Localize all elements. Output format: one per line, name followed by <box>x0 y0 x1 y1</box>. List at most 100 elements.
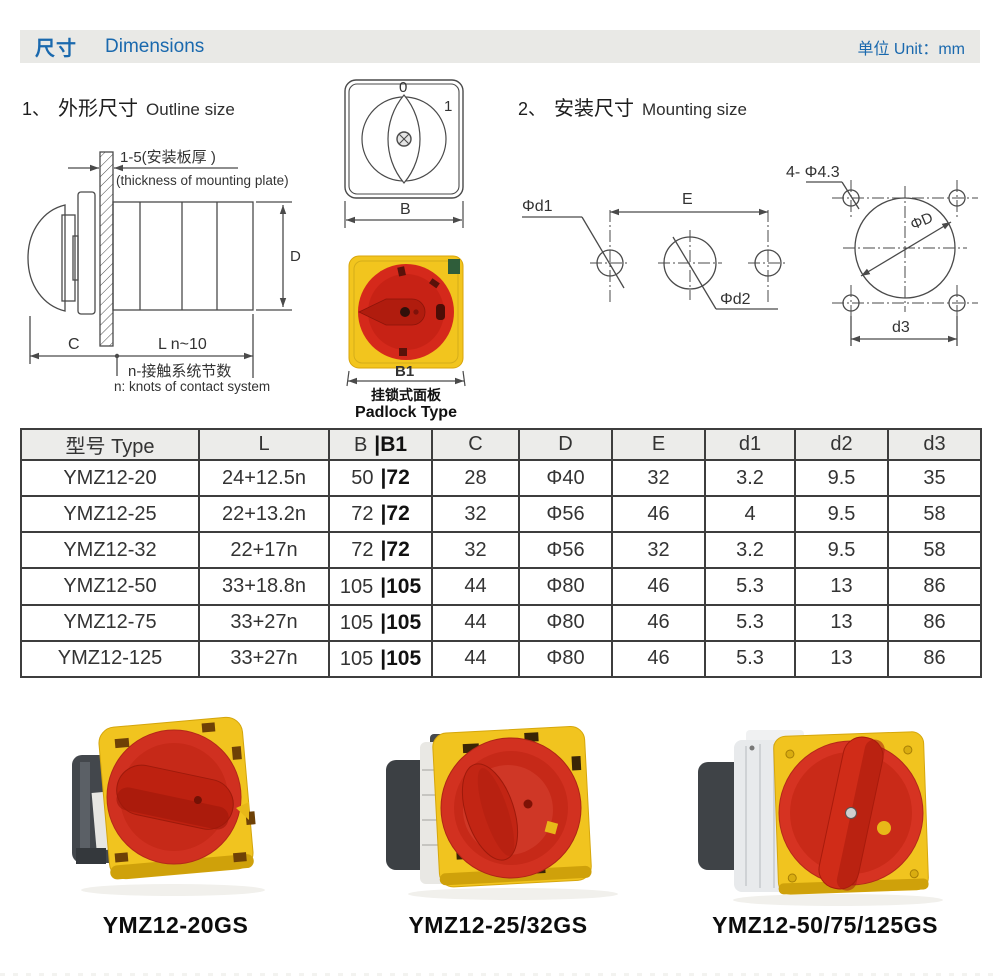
header-bar: 尺寸 Dimensions 单位 Unit：mm <box>20 30 980 63</box>
cell-d2: 9.5 <box>794 531 889 570</box>
cell-d1: 5.3 <box>704 567 796 606</box>
cell-d1: 3.2 <box>704 531 796 570</box>
table-row: YMZ12-25 22+13.2n 72 |72 32 Φ56 46 4 9.5 … <box>20 495 982 534</box>
product-label-1: YMZ12-20GS <box>102 912 249 938</box>
cell-b-b1: 72 |72 <box>328 531 433 570</box>
b-separator: | <box>380 538 387 562</box>
cell-d2: 9.5 <box>794 495 889 534</box>
dim-label-b1: B1 <box>395 363 414 380</box>
page-title-zh: 尺寸 <box>35 38 77 60</box>
cell-d1: 5.3 <box>704 603 796 642</box>
section-title-outline: 1、 外形尺寸 Outline size <box>22 92 235 121</box>
cell-type: YMZ12-50 <box>20 567 200 606</box>
cell-type: YMZ12-25 <box>20 495 200 534</box>
unit-label: 单位 Unit：mm <box>857 40 965 58</box>
cell-b: 50 <box>351 467 374 490</box>
table-row: YMZ12-50 33+18.8n 105 |105 44 Φ80 46 5.3 … <box>20 567 982 606</box>
cell-b1: 105 <box>386 646 422 670</box>
cell-l: 22+13.2n <box>198 495 330 534</box>
b-separator: | <box>374 432 381 456</box>
cell-e: 32 <box>611 458 706 498</box>
section-title-zh: 安装尺寸 <box>554 98 635 120</box>
cell-b1: 72 <box>386 538 410 562</box>
switch-position-0: 0 <box>399 79 407 96</box>
cell-d: Φ80 <box>518 603 613 642</box>
cell-d2: 13 <box>794 639 889 679</box>
cell-l: 33+18.8n <box>198 567 330 606</box>
dim-label-l: L n~10 <box>158 336 207 353</box>
product-photo-ymz12-50-75-125gs <box>698 730 943 906</box>
cell-b1: 72 <box>386 466 410 490</box>
cell-l: 24+12.5n <box>198 458 330 498</box>
cell-b-b1: 72 |72 <box>328 495 433 534</box>
cell-d: Φ56 <box>518 495 613 534</box>
b-separator: | <box>380 646 387 670</box>
label-corner-holes: 4- Φ4.3 <box>786 164 840 181</box>
b-separator: | <box>380 610 387 634</box>
cell-c: 44 <box>431 567 520 606</box>
padlock-caption: 挂锁式面板 Padlock Type <box>330 387 482 422</box>
dim-label-b: B <box>400 201 411 218</box>
cell-l: 33+27n <box>198 639 330 679</box>
col-header-b: B <box>353 433 368 456</box>
col-header-e: E <box>611 428 706 461</box>
section-number: 2、 <box>518 99 547 119</box>
cell-b1: 105 <box>386 610 422 634</box>
cell-type: YMZ12-75 <box>20 603 200 642</box>
cell-b1: 72 <box>386 502 410 526</box>
b-separator: | <box>380 466 387 490</box>
dimensions-table: 型号 Type L B |B1 C D E d1 d2 d3 YMZ12-20 2… <box>20 428 982 679</box>
cell-d: Φ80 <box>518 567 613 606</box>
cell-e: 46 <box>611 603 706 642</box>
cell-d2: 9.5 <box>794 458 889 498</box>
cell-b1: 105 <box>386 574 422 598</box>
table-row: YMZ12-32 22+17n 72 |72 32 Φ56 32 3.2 9.5 … <box>20 531 982 570</box>
cell-type: YMZ12-20 <box>20 458 200 498</box>
cell-d3: 86 <box>887 567 982 606</box>
col-header-b1: B1 <box>380 432 408 456</box>
mounting-size-drawing: Φd1 E Φd2 4- Φ4.3 ΦD d3 <box>522 164 978 346</box>
cell-c: 32 <box>431 495 520 534</box>
cell-e: 46 <box>611 639 706 679</box>
col-header-c: C <box>431 428 520 461</box>
label-hole-d1: Φd1 <box>522 198 553 215</box>
label-hole-d2: Φd2 <box>720 291 751 308</box>
cell-b-b1: 50 |72 <box>328 458 433 498</box>
cell-l: 22+17n <box>198 531 330 570</box>
cell-c: 44 <box>431 603 520 642</box>
switch-position-1: 1 <box>444 98 452 115</box>
cell-type: YMZ12-32 <box>20 531 200 570</box>
col-header-d2: d2 <box>794 428 889 461</box>
outline-side-view-drawing: 1-5(安装板厚 ) (thickness of mounting plate)… <box>27 148 301 394</box>
cell-d3: 86 <box>887 639 982 679</box>
section-title-mounting: 2、 安装尺寸 Mounting size <box>518 92 747 121</box>
col-header-d: D <box>518 428 613 461</box>
cell-e: 46 <box>611 567 706 606</box>
section-title-en: Mounting size <box>642 100 747 119</box>
product-photo-ymz12-20gs <box>72 716 265 896</box>
section-title-en: Outline size <box>146 100 235 119</box>
table-row: YMZ12-125 33+27n 105 |105 44 Φ80 46 5.3 1… <box>20 639 982 679</box>
b-separator: | <box>380 574 387 598</box>
product-label-2: YMZ12-25/32GS <box>408 912 588 938</box>
page-title-en: Dimensions <box>105 35 205 57</box>
cell-d1: 4 <box>704 495 796 534</box>
col-header-b-b1: B |B1 <box>328 428 433 461</box>
cell-d1: 3.2 <box>704 458 796 498</box>
thickness-note-en: (thickness of mounting plate) <box>116 173 289 188</box>
label-diameter-d: ΦD <box>908 209 936 234</box>
cell-b-b1: 105 |105 <box>328 567 433 606</box>
cell-type: YMZ12-125 <box>20 639 200 679</box>
col-header-l: L <box>198 428 330 461</box>
col-header-type: 型号 Type <box>20 428 200 461</box>
dimensions-table-wrap: 型号 Type L B |B1 C D E d1 d2 d3 YMZ12-20 2… <box>20 428 982 679</box>
section-title-zh: 外形尺寸 <box>58 98 139 120</box>
padlock-caption-zh: 挂锁式面板 <box>371 387 441 403</box>
cell-d3: 35 <box>887 458 982 498</box>
cell-e: 32 <box>611 531 706 570</box>
table-header-row: 型号 Type L B |B1 C D E d1 d2 d3 <box>20 428 982 461</box>
bottom-divider <box>0 973 1000 976</box>
dim-label-c: C <box>68 336 80 353</box>
product-photo-ymz12-25-32gs <box>386 726 618 900</box>
